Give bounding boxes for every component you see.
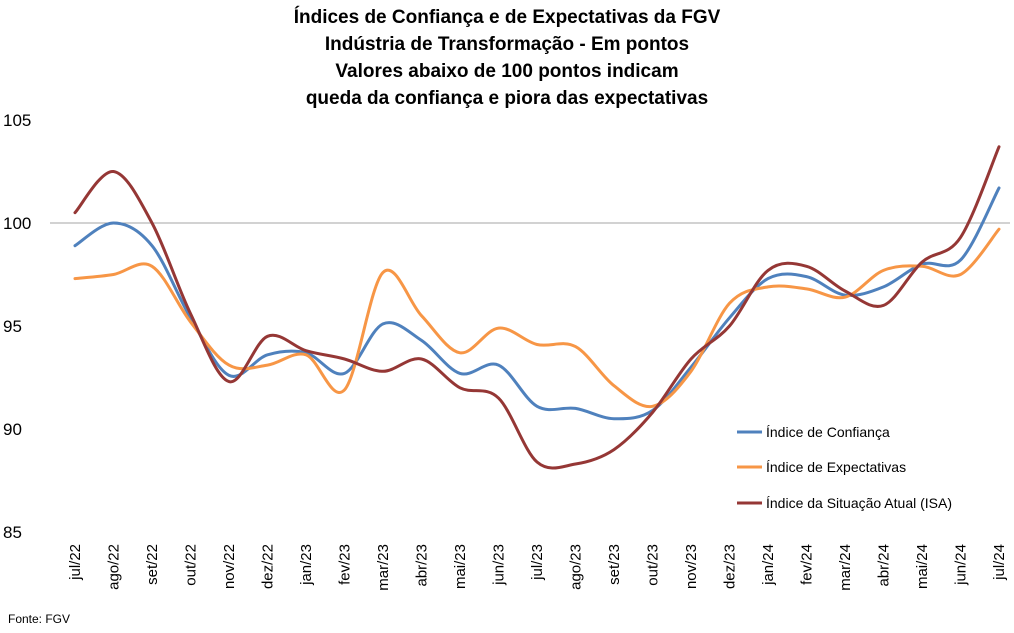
series-line-situacao-atual [73, 145, 1001, 470]
x-tick-label: ago/22 [106, 544, 123, 590]
x-tick-label: jun/23 [491, 544, 508, 586]
source-note: Fonte: FGV [8, 612, 71, 626]
x-tick-label: mai/23 [452, 544, 469, 589]
series-line-confianca [73, 186, 1001, 421]
x-tick-label: jul/22 [67, 544, 84, 581]
chart-title: Índices de Confiança e de Expectativas d… [0, 4, 1014, 112]
x-tick-label: jun/24 [953, 544, 970, 586]
y-tick-label: 85 [3, 523, 22, 542]
x-tick-label: ago/23 [568, 544, 585, 590]
x-tick-label: mar/24 [837, 544, 854, 591]
x-tick-label: jul/24 [991, 544, 1008, 581]
x-tick-label: out/23 [645, 544, 662, 586]
x-tick-label: jan/24 [760, 544, 777, 586]
x-tick-label: fev/23 [337, 544, 354, 585]
x-tick-label: abr/23 [414, 544, 431, 587]
y-tick-label: 90 [3, 420, 22, 439]
y-tick-label: 95 [3, 317, 22, 336]
x-tick-label: out/22 [183, 544, 200, 586]
x-tick-label: set/22 [144, 544, 161, 585]
legend-label: Índice da Situação Atual (ISA) [766, 495, 952, 511]
chart-title-line-1: Índices de Confiança e de Expectativas d… [293, 7, 721, 28]
x-tick-label: mar/23 [375, 544, 392, 591]
x-tick-label: set/23 [606, 544, 623, 585]
legend: Índice de Confiança Índice de Expectativa… [737, 424, 952, 511]
x-tick-label: nov/23 [683, 544, 700, 589]
x-tick-label: mai/24 [914, 544, 931, 589]
legend-label: Índice de Expectativas [766, 459, 906, 475]
chart-title-line-2: Indústria de Transformação - Em pontos [324, 34, 690, 55]
y-axis-ticks: 85 90 95 100 105 [3, 111, 31, 542]
series-lines [73, 145, 1001, 470]
x-tick-label: abr/24 [876, 544, 893, 587]
x-tick-label: jul/23 [529, 544, 546, 581]
y-tick-label: 105 [3, 111, 31, 130]
x-tick-label: fev/24 [799, 544, 816, 585]
x-tick-label: nov/22 [221, 544, 238, 589]
series-line-expectativas [73, 227, 1001, 409]
x-tick-label: jan/23 [298, 544, 315, 586]
chart-title-line-4: queda da confiança e piora das expectati… [305, 88, 709, 109]
chart-title-line-3: Valores abaixo de 100 pontos indicam [335, 61, 679, 82]
x-axis-ticks: jul/22 ago/22 set/22 out/22 nov/22 dez/22 jan/… [67, 544, 1008, 591]
x-tick-label: dez/22 [260, 544, 277, 589]
y-tick-label: 100 [3, 214, 31, 233]
legend-label: Índice de Confiança [766, 424, 890, 440]
x-tick-label: dez/23 [722, 544, 739, 589]
